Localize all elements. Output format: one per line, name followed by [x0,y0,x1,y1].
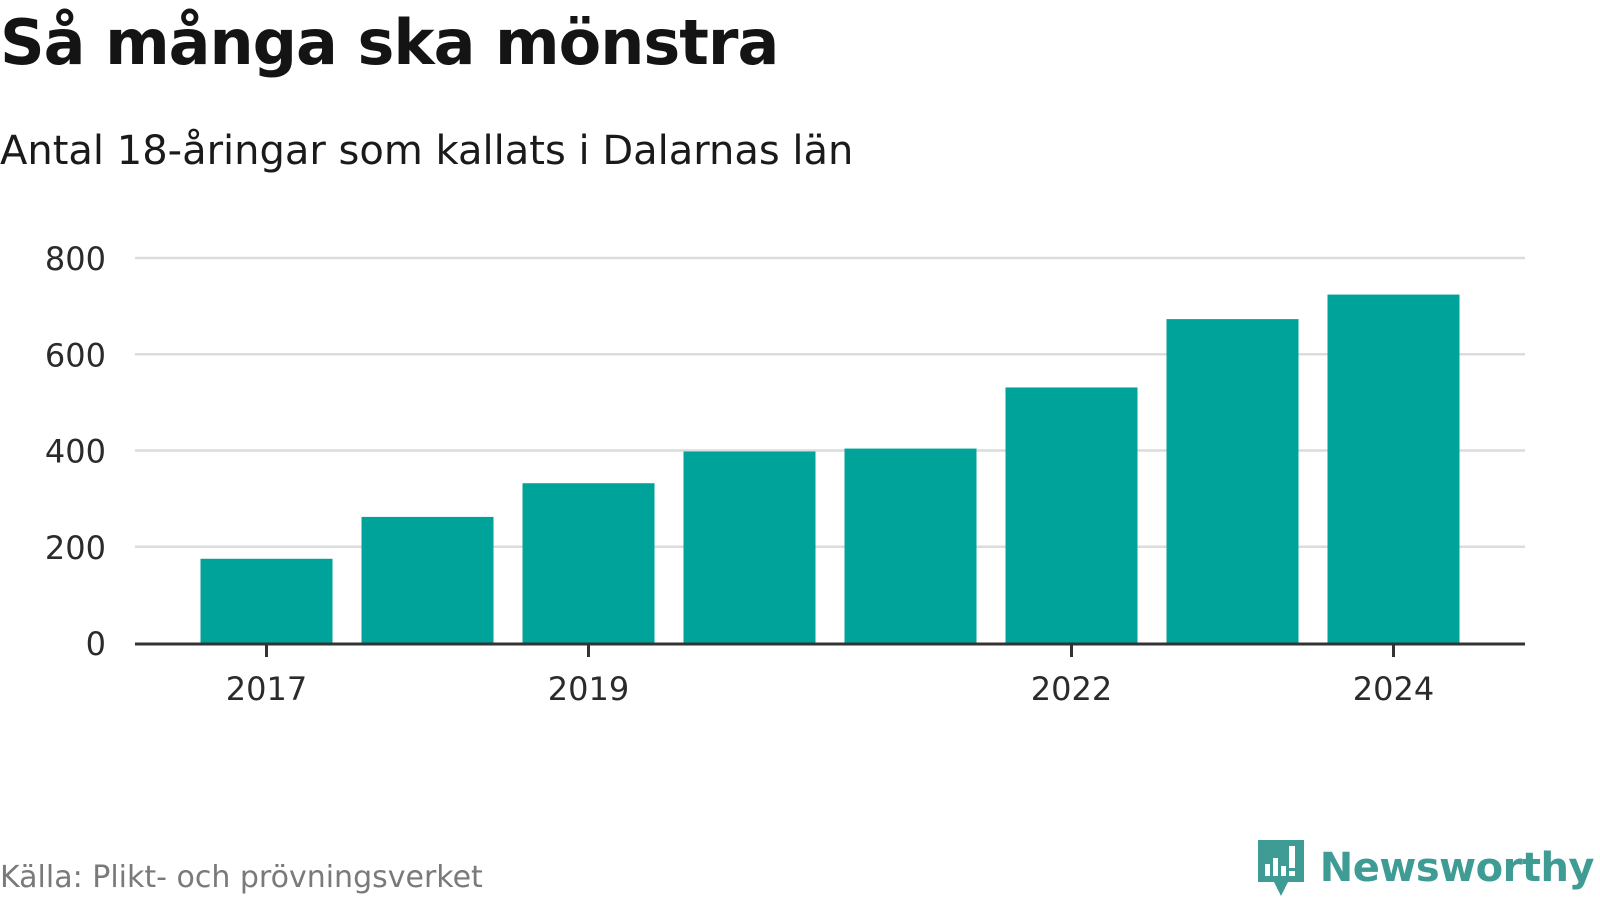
source-note: Källa: Plikt- och prövningsverket [0,860,483,895]
newsworthy-logo-icon [1257,840,1304,896]
y-tick-label: 600 [45,336,106,374]
chart-title: Så många ska mönstra [0,6,779,79]
brand: Newsworthy [1256,838,1595,898]
y-tick-label: 400 [45,433,106,471]
bar-2017 [200,558,333,643]
bar-2020 [683,451,816,643]
bar-2021 [844,448,977,643]
brand-name: Newsworthy [1319,845,1595,891]
bar-2018 [361,516,494,643]
x-tick-label: 2017 [226,670,307,708]
gridlines [135,256,1525,548]
bars [200,294,1460,643]
axes: 0 200 400 600 800 2017 2019 2022 2024 [45,240,1525,708]
x-tick-label: 2024 [1353,670,1434,708]
y-tick-label: 800 [45,240,106,278]
bar-2023 [1166,319,1299,643]
x-tick-label: 2019 [548,670,629,708]
bar-2019 [522,483,655,643]
bar-2024 [1327,294,1460,643]
y-tick-label: 0 [86,625,106,663]
x-tick-label: 2022 [1031,670,1112,708]
y-tick-label: 200 [45,529,106,567]
chart-subtitle: Antal 18-åringar som kallats i Dalarnas … [0,128,854,174]
bar-2022 [1005,387,1138,643]
